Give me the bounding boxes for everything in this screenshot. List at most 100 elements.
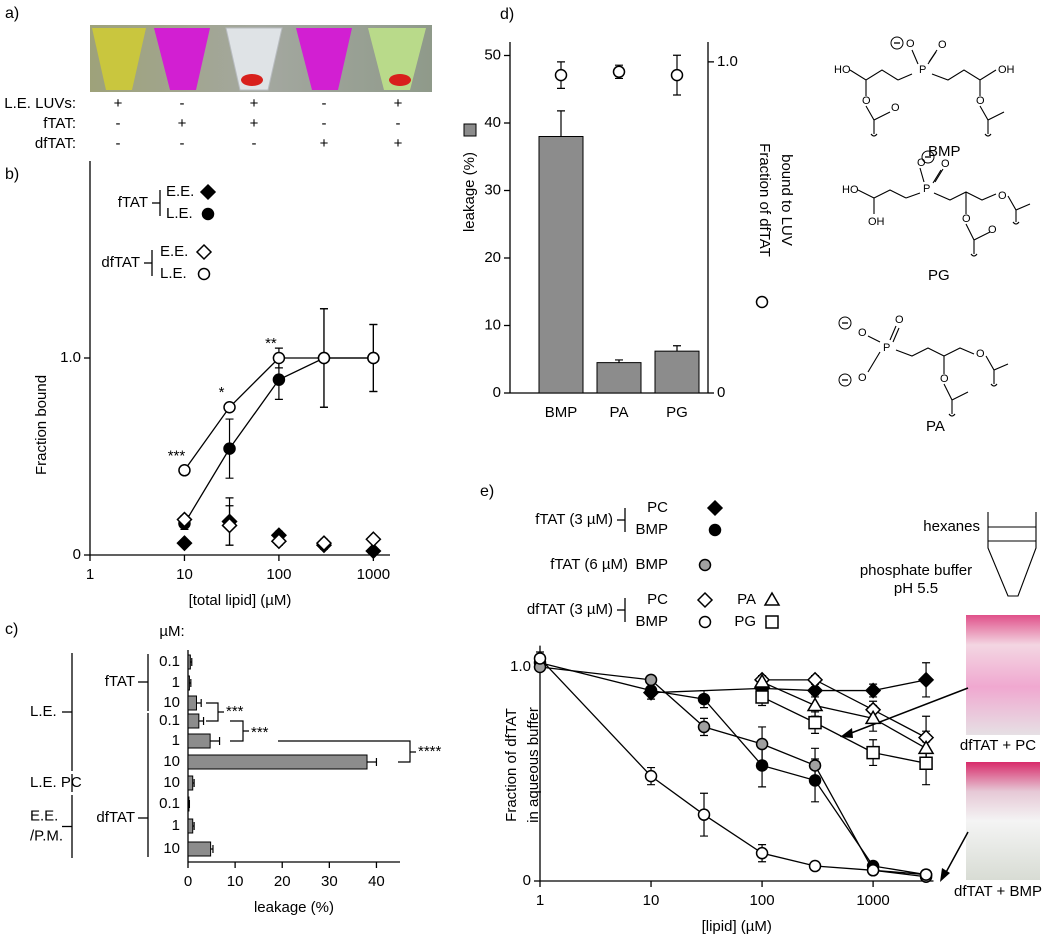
legend-label: L.E. — [160, 265, 187, 282]
cell: - — [180, 95, 185, 112]
marker — [612, 65, 626, 79]
error-bar — [198, 717, 205, 725]
legend-marker — [706, 499, 724, 517]
atom: P — [883, 342, 890, 354]
y-axis-label: in aqueous buffer — [525, 707, 542, 823]
marker — [176, 511, 193, 528]
bar — [538, 136, 584, 394]
series-line — [539, 666, 927, 878]
inset: hexanes phosphate buffer pH 5.5 dfTAT + … — [840, 512, 1042, 900]
y-tick-label: 10 — [484, 316, 501, 333]
condition-label: E.E. — [30, 807, 58, 824]
marker — [272, 351, 286, 365]
legend-label: L.E. — [166, 205, 193, 222]
marker — [755, 737, 769, 751]
x-tick-label: 40 — [368, 873, 385, 890]
marker — [808, 759, 822, 772]
significance-bracket — [278, 740, 416, 763]
marker — [917, 739, 935, 755]
marker — [808, 774, 822, 787]
error-bar — [192, 822, 195, 830]
inset-label: pH 5.5 — [894, 580, 938, 597]
x-tick-label: 1 — [536, 892, 544, 909]
x-tick-label: 100 — [750, 892, 775, 909]
photo-label: dfTAT + BMP — [954, 883, 1042, 900]
x-tick-label: 10 — [643, 892, 660, 909]
x-tick-label: 10 — [176, 566, 193, 583]
legend-marker — [698, 615, 712, 629]
legend-group: fTAT (6 µM) — [550, 556, 628, 573]
y-tick-label: 0 — [493, 384, 501, 401]
error-bar — [196, 699, 202, 707]
cell: - — [322, 115, 327, 132]
structure-label: PA — [926, 418, 945, 435]
atom: P — [919, 64, 926, 76]
cell: - — [116, 115, 121, 132]
legend-label: BMP — [635, 556, 668, 573]
error-bar — [615, 359, 623, 363]
series-line — [761, 696, 927, 764]
legend-label: E.E. — [160, 243, 188, 260]
marker — [755, 690, 769, 704]
cell: - — [116, 135, 121, 152]
y-axis-label: Fraction of dfTAT — [503, 708, 520, 822]
legend-swatch — [463, 123, 477, 137]
cell: + — [250, 95, 259, 112]
y2-axis-label: bound to LUV — [778, 154, 795, 246]
marker — [755, 759, 769, 772]
atom: P — [923, 183, 930, 195]
category-label: 1 — [172, 674, 180, 691]
legend-marker — [197, 267, 211, 281]
y-tick-label: 30 — [484, 181, 501, 198]
y-axis-label: Fraction bound — [33, 375, 50, 475]
legend-marker — [698, 558, 712, 572]
error-bar — [192, 779, 195, 787]
marker — [808, 715, 822, 730]
atom: O — [976, 95, 985, 107]
bar — [187, 654, 191, 670]
series-line — [762, 679, 927, 739]
y2-tick-label: 1.0 — [717, 53, 738, 70]
inset-label: hexanes — [923, 518, 980, 535]
x-tick-label: 30 — [321, 873, 338, 890]
series-line — [539, 662, 927, 876]
series-line — [651, 679, 927, 694]
category-label: 1 — [172, 817, 180, 834]
marker — [365, 531, 382, 548]
category-label: 10 — [163, 774, 180, 791]
marker — [919, 756, 933, 771]
atom: O — [941, 158, 950, 170]
y-tick-label: 40 — [484, 114, 501, 131]
category-label: 10 — [163, 694, 180, 711]
marker — [806, 671, 824, 688]
bar — [187, 695, 197, 711]
panel-label: d) — [500, 6, 514, 23]
atom: HO — [842, 184, 859, 196]
y2-tick-label: 0 — [717, 384, 725, 401]
group-label: dfTAT — [96, 809, 135, 826]
significance: *** — [168, 447, 186, 464]
legend-marker — [696, 591, 714, 609]
cell: + — [320, 135, 329, 152]
x-tick-label: PG — [666, 404, 688, 421]
significance-bracket — [206, 702, 224, 722]
legend-group: dfTAT — [101, 254, 140, 271]
structure-label: BMP — [928, 143, 961, 160]
legend-label: PC — [647, 499, 668, 516]
atom: O — [917, 157, 926, 169]
bar — [187, 775, 194, 791]
marker — [176, 535, 193, 552]
panel-label: b) — [5, 166, 19, 183]
y2-axis-label: Fraction of dfTAT — [756, 143, 773, 257]
legend-group: fTAT — [118, 194, 148, 211]
marker — [317, 351, 331, 365]
marker — [808, 859, 822, 873]
bar — [596, 362, 642, 394]
atom: O — [906, 38, 915, 50]
error-bar — [210, 845, 214, 853]
error-bar — [190, 658, 193, 666]
structure-label: PG — [928, 267, 950, 284]
atom: O — [940, 373, 949, 385]
tube-photo — [90, 25, 432, 92]
y-tick-label: 0 — [523, 872, 531, 889]
